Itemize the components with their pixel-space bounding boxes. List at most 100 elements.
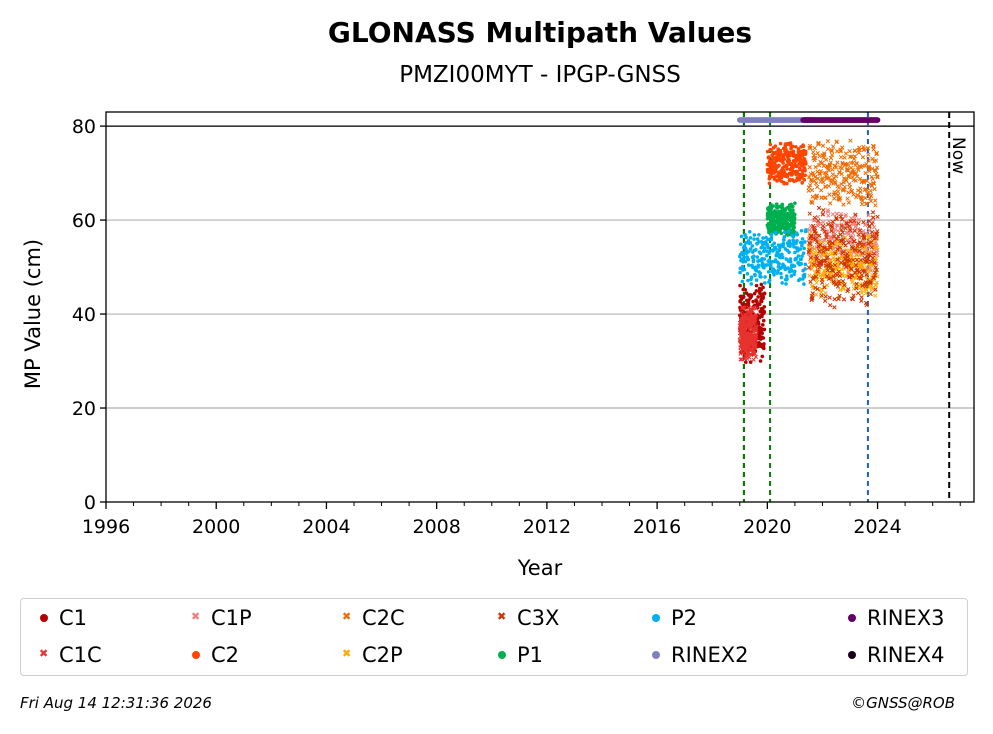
data-point — [807, 247, 812, 253]
data-point — [744, 241, 748, 245]
data-point — [823, 298, 828, 303]
data-point — [825, 268, 830, 273]
data-point — [769, 235, 774, 240]
data-point — [768, 142, 773, 147]
data-point — [871, 181, 877, 186]
series-c3x — [806, 205, 880, 310]
data-point — [756, 240, 761, 244]
data-point — [809, 266, 815, 272]
data-point — [862, 236, 867, 241]
data-point — [851, 293, 856, 298]
data-point — [850, 297, 855, 302]
data-point — [747, 229, 752, 234]
data-point — [862, 147, 867, 152]
data-point — [825, 254, 830, 260]
data-point — [834, 211, 840, 217]
data-point — [849, 266, 854, 271]
data-point — [828, 201, 833, 206]
data-point — [873, 270, 878, 275]
data-point — [754, 312, 759, 317]
data-point — [870, 166, 875, 171]
data-point — [812, 145, 817, 151]
data-point — [774, 247, 778, 251]
data-point — [863, 231, 869, 236]
data-point — [784, 282, 788, 286]
data-point — [863, 291, 869, 296]
legend-label: C1P — [211, 606, 252, 630]
data-point — [751, 299, 755, 304]
legend-marker-icon: ✖ — [342, 610, 352, 623]
data-point — [803, 267, 807, 271]
data-point — [829, 268, 834, 273]
data-point — [793, 201, 797, 206]
data-point — [759, 275, 763, 279]
data-point — [841, 266, 846, 271]
series-c2c — [806, 138, 880, 208]
data-point — [795, 239, 799, 243]
data-point — [792, 264, 797, 268]
data-point — [782, 157, 787, 161]
data-point — [874, 245, 880, 250]
data-point — [857, 147, 862, 153]
data-point — [799, 261, 804, 266]
data-point — [808, 182, 813, 188]
chart-subtitle: PMZI00MYT - IPGP-GNSS — [399, 62, 681, 88]
data-point — [762, 304, 767, 309]
data-point — [850, 241, 856, 246]
data-point — [832, 305, 837, 310]
data-point — [830, 212, 836, 217]
data-point — [837, 245, 843, 250]
data-point — [860, 283, 865, 288]
legend-item-c2: C2 — [192, 643, 239, 667]
data-point — [873, 287, 878, 292]
x-tick-label: 2024 — [853, 516, 901, 538]
data-point — [864, 178, 870, 184]
data-point — [765, 263, 770, 267]
data-point — [870, 255, 875, 261]
data-point — [765, 149, 770, 154]
data-point — [832, 196, 837, 201]
data-point — [741, 295, 746, 299]
data-point — [753, 333, 759, 338]
legend-marker-icon: ✖ — [497, 610, 507, 623]
data-point — [761, 285, 765, 290]
data-point — [814, 240, 820, 245]
data-point — [772, 268, 777, 273]
data-point — [827, 192, 832, 197]
series-c1c — [737, 305, 759, 362]
data-point — [872, 186, 877, 192]
data-point — [780, 205, 785, 209]
data-point — [847, 258, 852, 263]
data-point — [863, 195, 868, 201]
data-point — [778, 245, 782, 250]
data-point — [754, 289, 759, 293]
data-point — [740, 279, 745, 284]
data-point — [817, 233, 822, 238]
data-point — [811, 236, 816, 241]
data-point — [833, 226, 838, 232]
data-point — [785, 174, 790, 179]
data-point — [875, 274, 880, 279]
data-point — [777, 262, 781, 266]
data-point — [869, 240, 874, 245]
data-point — [865, 191, 870, 196]
data-point — [862, 269, 867, 274]
data-points — [736, 117, 881, 365]
data-point — [742, 256, 746, 260]
data-point — [824, 157, 829, 162]
data-point — [857, 269, 862, 274]
data-point — [841, 237, 846, 242]
data-point — [836, 269, 841, 274]
data-point — [790, 173, 794, 177]
series-p2 — [737, 228, 808, 286]
data-point — [837, 281, 842, 286]
data-point — [858, 276, 864, 281]
data-point — [871, 215, 876, 220]
x-axis-label: Year — [517, 556, 563, 580]
data-point — [859, 202, 865, 207]
data-point — [845, 196, 850, 201]
data-point — [744, 235, 748, 240]
data-point — [846, 240, 851, 245]
legend-item-rinex2: RINEX2 — [652, 643, 749, 667]
data-point — [871, 275, 876, 281]
